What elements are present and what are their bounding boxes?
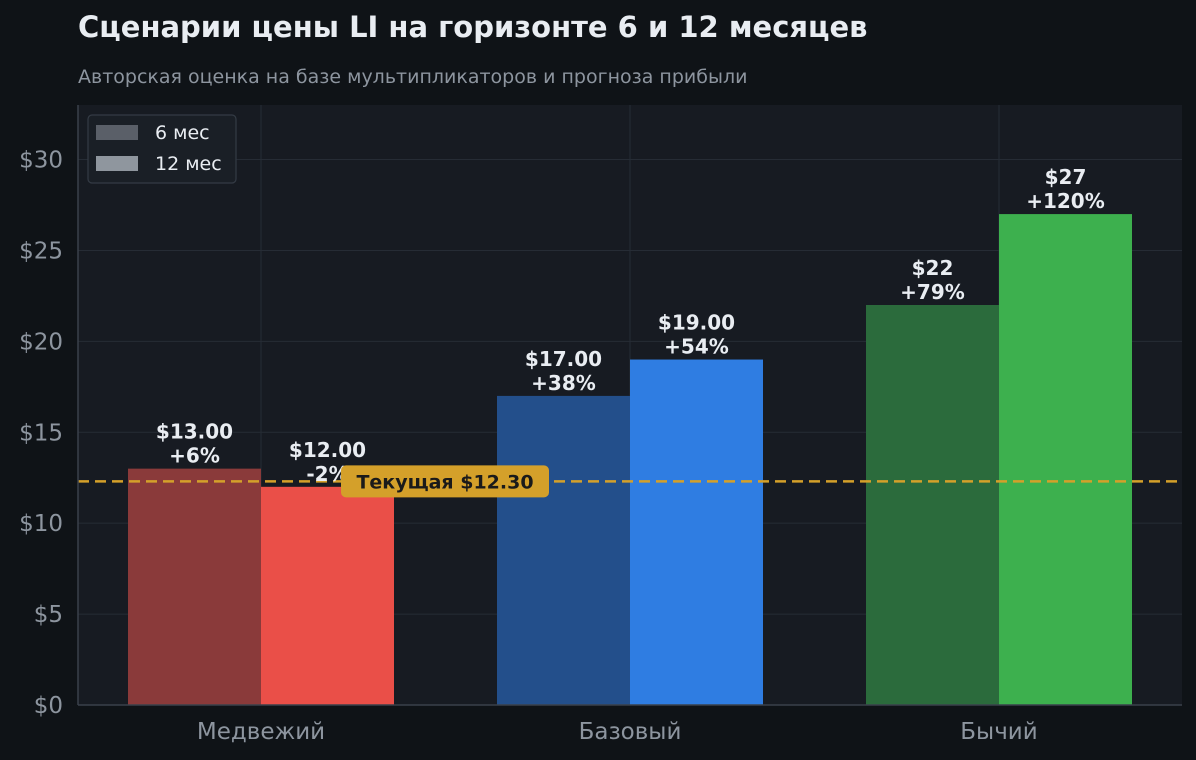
- bar-value-label: $13.00 +6%: [156, 420, 233, 468]
- bar-12m-1: [630, 359, 763, 705]
- y-tick-label: $0: [34, 693, 63, 719]
- y-tick-label: $25: [19, 238, 63, 264]
- bar-value-label: $17.00 +38%: [525, 347, 602, 395]
- legend-swatch-12m[interactable]: [96, 156, 138, 171]
- current-price-badge: [341, 465, 549, 498]
- bar-value-label: $19.00 +54%: [658, 311, 735, 359]
- bars: [128, 214, 1132, 705]
- bar-value-label: $27 +120%: [1026, 165, 1105, 213]
- legend-label-6m[interactable]: 6 мес: [155, 122, 210, 144]
- bar-12m-2: [999, 214, 1132, 705]
- current-price-label-text: Текущая $12.30: [356, 471, 533, 493]
- y-tick-label: $15: [19, 420, 63, 446]
- legend-label-12m[interactable]: 12 мес: [155, 153, 222, 175]
- axes: $0 $5 $10 $15 $20 $25 $30 Медвежий Базовый Бычий: [19, 105, 1182, 745]
- bar-value-label: $22 +79%: [900, 256, 965, 304]
- chart-subtitle: Авторская оценка на базе мультипликаторо…: [78, 66, 748, 88]
- bar-6m-2: [866, 305, 999, 705]
- chart-title: Сценарии цены LI на горизонте 6 и 12 мес…: [78, 10, 868, 44]
- legend[interactable]: 6 мес 12 мес: [87, 114, 237, 184]
- y-tick-label: $30: [19, 148, 63, 174]
- bar-6m-0: [128, 468, 261, 705]
- x-tick-label: Медвежий: [197, 719, 325, 745]
- bar-12m-0: [261, 486, 394, 705]
- x-tick-label: Базовый: [579, 719, 682, 745]
- bar-6m-1: [497, 395, 630, 705]
- y-tick-label: $10: [19, 511, 63, 537]
- x-tick-label: Бычий: [960, 719, 1037, 745]
- legend-swatch-6m[interactable]: [96, 125, 138, 140]
- y-tick-label: $20: [19, 329, 63, 355]
- y-tick-label: $5: [34, 602, 63, 628]
- current-price-label: Текущая $12.30: [341, 465, 549, 498]
